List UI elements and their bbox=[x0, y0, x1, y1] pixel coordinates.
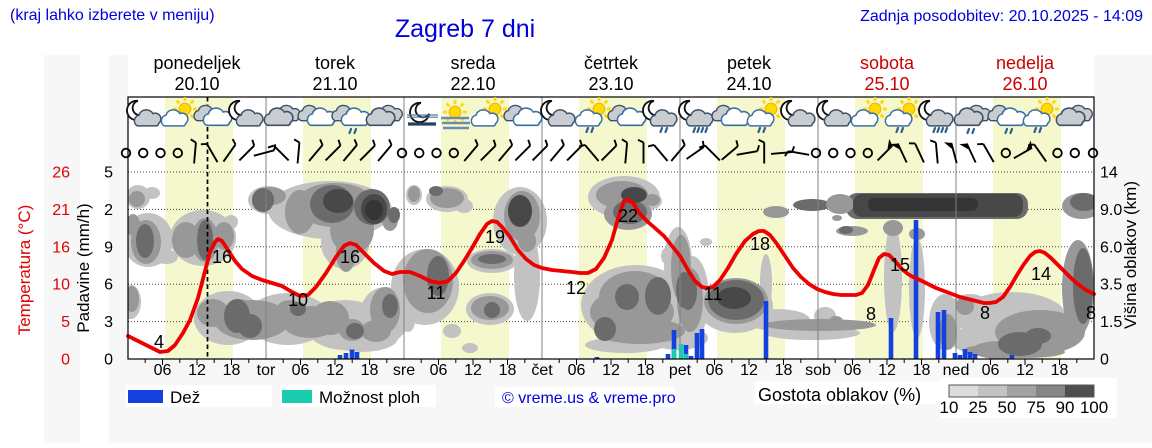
svg-text:12: 12 bbox=[878, 362, 896, 379]
svg-text:22: 22 bbox=[618, 206, 638, 226]
svg-text:8: 8 bbox=[1086, 303, 1096, 323]
svg-text:16: 16 bbox=[212, 247, 232, 267]
svg-text:10: 10 bbox=[940, 398, 959, 417]
svg-text:Gostota oblakov (%): Gostota oblakov (%) bbox=[758, 385, 921, 405]
svg-text:18: 18 bbox=[775, 362, 793, 379]
svg-text:(kraj lahko izberete v meniju): (kraj lahko izberete v meniju) bbox=[10, 7, 215, 24]
svg-text:10: 10 bbox=[288, 290, 308, 310]
svg-text:26.10: 26.10 bbox=[1002, 74, 1047, 94]
svg-text:12: 12 bbox=[464, 362, 482, 379]
svg-text:11: 11 bbox=[427, 283, 446, 303]
svg-text:06: 06 bbox=[982, 362, 1000, 379]
svg-text:50: 50 bbox=[998, 398, 1017, 417]
svg-text:23.10: 23.10 bbox=[588, 74, 633, 94]
svg-text:Dež: Dež bbox=[170, 388, 200, 407]
svg-text:0: 0 bbox=[1100, 352, 1109, 369]
svg-text:06: 06 bbox=[706, 362, 724, 379]
svg-text:sobota: sobota bbox=[860, 53, 915, 73]
svg-text:sreda: sreda bbox=[450, 53, 496, 73]
svg-text:9.0: 9.0 bbox=[1100, 202, 1122, 219]
svg-text:15: 15 bbox=[890, 255, 910, 275]
svg-text:18: 18 bbox=[1051, 362, 1069, 379]
svg-text:čet: čet bbox=[531, 362, 553, 379]
svg-text:Zadnja posodobitev: 20.10.2025: Zadnja posodobitev: 20.10.2025 - 14:09 bbox=[860, 8, 1143, 25]
svg-text:25.10: 25.10 bbox=[864, 74, 909, 94]
svg-text:20.10: 20.10 bbox=[174, 74, 219, 94]
svg-text:ned: ned bbox=[943, 362, 970, 379]
svg-text:14: 14 bbox=[1100, 165, 1118, 182]
svg-text:26: 26 bbox=[52, 165, 70, 182]
svg-text:8: 8 bbox=[980, 303, 990, 323]
svg-text:24.10: 24.10 bbox=[726, 74, 771, 94]
svg-text:5: 5 bbox=[61, 314, 70, 331]
svg-text:12: 12 bbox=[602, 362, 620, 379]
svg-text:12: 12 bbox=[188, 362, 206, 379]
svg-text:sre: sre bbox=[393, 362, 415, 379]
svg-text:06: 06 bbox=[568, 362, 586, 379]
svg-text:8: 8 bbox=[866, 304, 876, 324]
svg-text:21: 21 bbox=[52, 202, 70, 219]
svg-text:Temperatura (°C): Temperatura (°C) bbox=[15, 205, 34, 336]
svg-text:12: 12 bbox=[566, 278, 586, 298]
svg-text:3: 3 bbox=[104, 314, 113, 331]
svg-text:© vreme.us & vreme.pro: © vreme.us & vreme.pro bbox=[502, 390, 676, 407]
svg-text:06: 06 bbox=[154, 362, 172, 379]
svg-text:6.0: 6.0 bbox=[1100, 239, 1122, 256]
svg-text:4: 4 bbox=[154, 332, 164, 352]
svg-text:10: 10 bbox=[52, 277, 70, 294]
svg-text:pet: pet bbox=[669, 362, 692, 379]
svg-text:torek: torek bbox=[315, 53, 356, 73]
svg-text:06: 06 bbox=[430, 362, 448, 379]
svg-text:16: 16 bbox=[52, 239, 70, 256]
svg-text:0: 0 bbox=[104, 352, 113, 369]
svg-text:5: 5 bbox=[104, 165, 113, 182]
svg-text:3.5: 3.5 bbox=[1100, 277, 1122, 294]
svg-text:Možnost ploh: Možnost ploh bbox=[319, 388, 420, 407]
svg-text:2: 2 bbox=[104, 202, 113, 219]
svg-text:18: 18 bbox=[913, 362, 931, 379]
svg-text:9: 9 bbox=[104, 239, 113, 256]
svg-text:18: 18 bbox=[637, 362, 655, 379]
svg-text:21.10: 21.10 bbox=[312, 74, 357, 94]
svg-text:nedelja: nedelja bbox=[996, 53, 1055, 73]
svg-text:100: 100 bbox=[1080, 398, 1108, 417]
svg-text:sob: sob bbox=[805, 362, 831, 379]
svg-text:11: 11 bbox=[704, 284, 723, 304]
svg-text:0: 0 bbox=[61, 352, 70, 369]
svg-text:1.5: 1.5 bbox=[1100, 314, 1122, 331]
svg-text:25: 25 bbox=[969, 398, 988, 417]
svg-text:petek: petek bbox=[727, 53, 772, 73]
svg-text:18: 18 bbox=[750, 234, 770, 254]
svg-text:22.10: 22.10 bbox=[450, 74, 495, 94]
svg-text:12: 12 bbox=[1016, 362, 1034, 379]
svg-text:75: 75 bbox=[1027, 398, 1046, 417]
svg-text:06: 06 bbox=[292, 362, 310, 379]
svg-text:ponedeljek: ponedeljek bbox=[153, 53, 241, 73]
svg-text:06: 06 bbox=[844, 362, 862, 379]
svg-text:90: 90 bbox=[1056, 398, 1075, 417]
svg-text:12: 12 bbox=[740, 362, 758, 379]
svg-text:14: 14 bbox=[1031, 264, 1051, 284]
svg-text:18: 18 bbox=[361, 362, 379, 379]
svg-text:18: 18 bbox=[499, 362, 517, 379]
svg-text:12: 12 bbox=[326, 362, 344, 379]
svg-text:četrtek: četrtek bbox=[584, 53, 639, 73]
svg-text:Višina oblakov (km): Višina oblakov (km) bbox=[1121, 181, 1140, 329]
svg-text:tor: tor bbox=[257, 362, 276, 379]
svg-text:18: 18 bbox=[223, 362, 241, 379]
svg-text:19: 19 bbox=[485, 227, 505, 247]
svg-text:Zagreb 7 dni: Zagreb 7 dni bbox=[395, 15, 535, 43]
svg-text:16: 16 bbox=[340, 247, 360, 267]
svg-text:Padavine (mm/h): Padavine (mm/h) bbox=[74, 203, 93, 332]
svg-text:6: 6 bbox=[104, 277, 113, 294]
